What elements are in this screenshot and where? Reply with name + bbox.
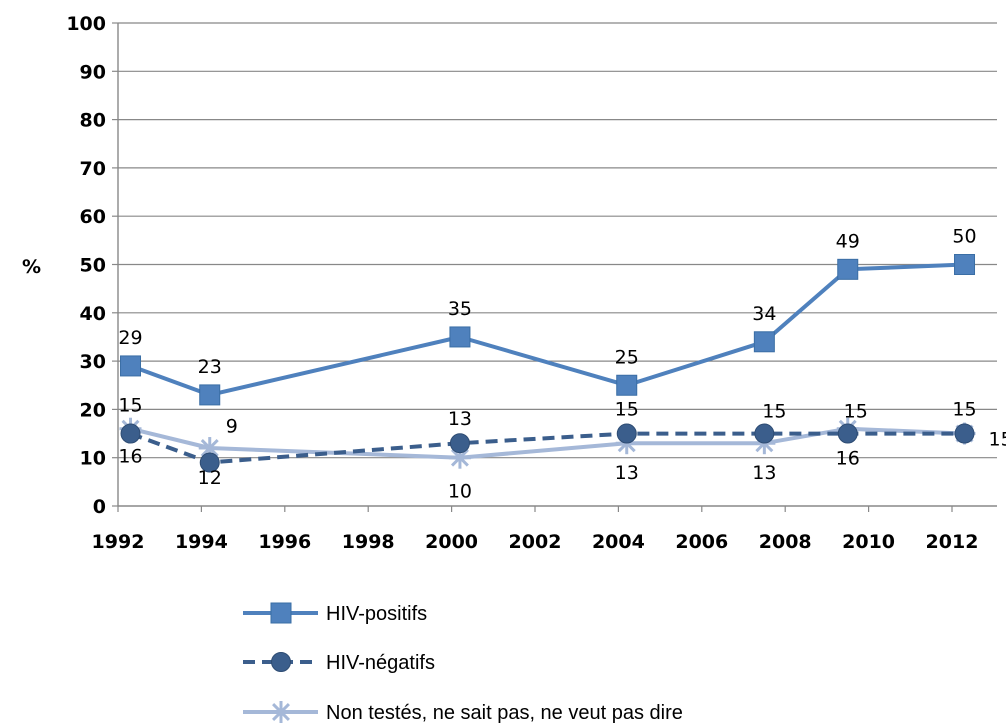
x-tick-label: 2010	[842, 531, 895, 553]
legend-label: Non testés, ne sait pas, ne veut pas dir…	[326, 702, 683, 724]
x-tick-label: 2000	[425, 531, 478, 553]
series-marker	[954, 254, 976, 275]
data-label: 34	[752, 303, 776, 325]
x-tick-label: 1994	[175, 531, 228, 553]
x-tick-label: 1998	[342, 531, 395, 553]
y-tick-label: 30	[80, 351, 106, 373]
star-stroke	[450, 448, 469, 467]
y-tick-label: 60	[80, 206, 106, 228]
x-tick-label: 2002	[509, 531, 562, 553]
data-label: 29	[118, 327, 142, 349]
y-tick-label: 20	[80, 399, 106, 421]
series-marker	[954, 423, 975, 444]
data-label: 50	[952, 226, 976, 248]
data-label: 25	[615, 346, 639, 368]
data-label: 10	[448, 481, 472, 503]
series-marker	[120, 355, 142, 377]
x-tick-label: 2006	[675, 531, 728, 553]
series-marker	[837, 423, 858, 444]
x-tick-label: 2008	[759, 531, 812, 553]
series-marker	[754, 423, 775, 444]
data-label: 12	[198, 467, 222, 489]
y-tick-label: 80	[80, 110, 106, 132]
data-label: 15	[615, 399, 639, 421]
x-tick-label: 1996	[258, 531, 311, 553]
series-marker	[449, 326, 471, 348]
data-label: 13	[448, 408, 472, 430]
star-stroke	[200, 439, 219, 458]
y-axis-label: %	[22, 256, 41, 278]
data-label: 15	[118, 395, 142, 417]
y-tick-label: 50	[80, 255, 106, 277]
gridlines	[118, 22, 997, 459]
y-tick-label: 100	[66, 13, 106, 35]
x-tick-label: 2004	[592, 531, 645, 553]
legend-label: HIV-positifs	[326, 603, 427, 625]
series-line	[129, 262, 965, 397]
data-label: 23	[198, 356, 222, 378]
series-marker	[449, 433, 470, 454]
data-label: 35	[448, 298, 472, 320]
data-label: 13	[615, 462, 639, 484]
legend-marker	[270, 701, 292, 723]
data-label: 15	[762, 401, 786, 423]
x-tick-label: 1992	[92, 531, 145, 553]
data-label: 16	[836, 448, 860, 470]
series-marker	[616, 374, 638, 396]
data-labels: 29 23 35 25 34 49 50 15 9 13 15 15 15 15 16 12 10 13 13 16 1…	[118, 226, 1006, 503]
legend-marker	[270, 602, 292, 624]
series-marker	[448, 446, 471, 469]
legend-label: HIV-négatifs	[326, 652, 435, 674]
y-tick-label: 10	[80, 448, 106, 470]
series-marker	[120, 423, 141, 444]
legend-marker	[271, 652, 291, 672]
data-label: 15	[844, 401, 868, 423]
data-label: 15	[952, 399, 976, 421]
series-marker	[753, 331, 775, 353]
data-label: 49	[836, 230, 860, 252]
series-marker	[199, 452, 220, 473]
data-label: 13	[752, 462, 776, 484]
series-marker	[837, 258, 859, 280]
axes: 0 10 20 30 40 50 60 70 80 90 100 1992 1994 1996 1998 20…	[22, 13, 997, 553]
y-tick-label: 40	[80, 303, 106, 325]
legend: HIV-positifs HIV-négatifs Non testés, ne s…	[243, 602, 683, 724]
y-tick-label: 90	[80, 61, 106, 83]
y-tick-label: 0	[93, 496, 106, 518]
series-marker	[199, 384, 221, 406]
star-stroke	[272, 703, 290, 721]
series-marker	[616, 423, 637, 444]
data-label: 15	[989, 429, 1006, 451]
y-tick-label: 70	[80, 158, 106, 180]
data-label: 9	[226, 416, 238, 438]
x-tick-label: 2012	[926, 531, 979, 553]
data-label: 16	[118, 446, 142, 468]
series-markers	[119, 254, 976, 473]
